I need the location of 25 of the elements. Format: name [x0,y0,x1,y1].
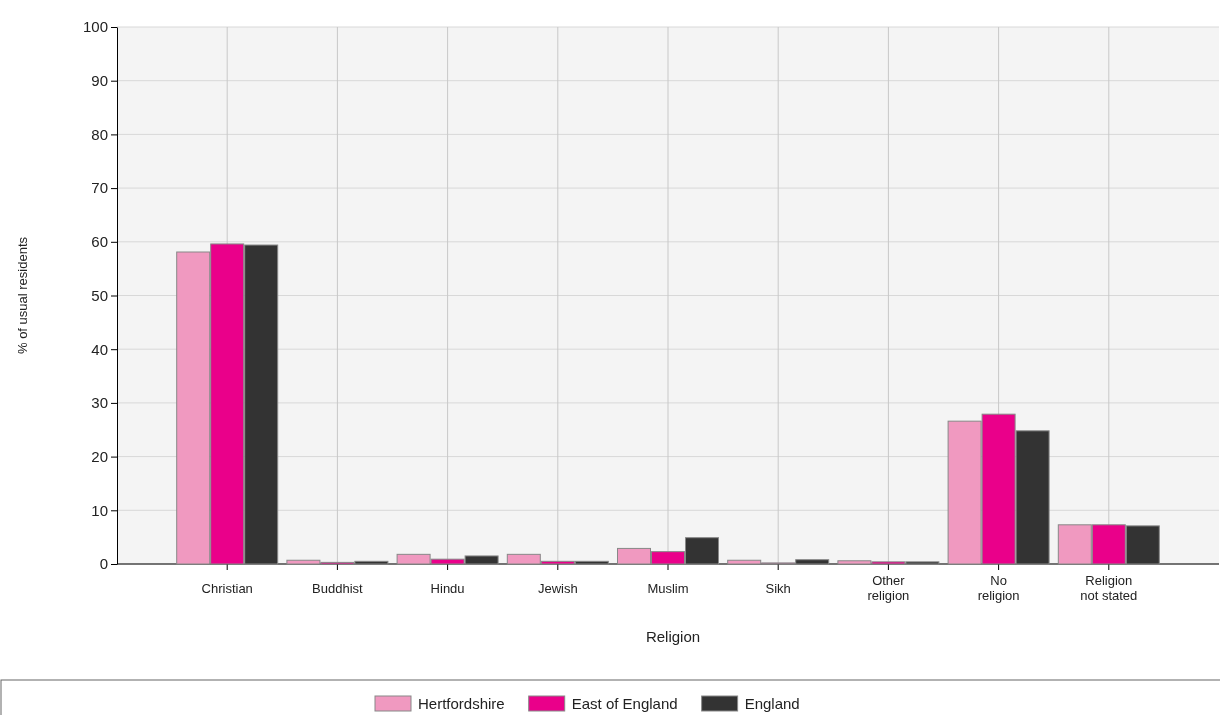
legend-label: East of England [571,695,678,712]
y-tick-label: 100 [82,18,108,36]
y-tick-label: 70 [91,179,108,197]
x-tick-label: Christian [201,581,253,596]
x-tick-label: Other religion [867,573,910,603]
x-tick-label: Hindu [430,581,465,596]
x-tick-label: Religion not stated [1080,573,1138,603]
x-tick-label: Muslim [647,581,689,596]
x-tick-label: Buddhist [312,581,364,596]
y-axis-title: % of usual residents [15,236,30,355]
y-tick-label: 80 [91,125,108,143]
y-tick-label: 10 [91,501,108,519]
x-tick-label: Jewish [537,581,578,596]
y-tick-label: 90 [91,72,108,89]
y-tick-label: 40 [91,340,108,358]
legend-label: Hertfordshire [418,695,505,712]
x-axis-title: Religion [645,628,701,645]
x-tick-label: No religion [977,573,1020,603]
legend-label: England [744,695,800,712]
y-tick-label: 0 [99,555,108,573]
y-tick-label: 20 [91,447,108,465]
x-tick-label: Sikh [765,581,791,596]
y-tick-label: 60 [91,233,108,251]
y-tick-label: 30 [91,394,108,412]
y-tick-label: 50 [91,286,108,304]
